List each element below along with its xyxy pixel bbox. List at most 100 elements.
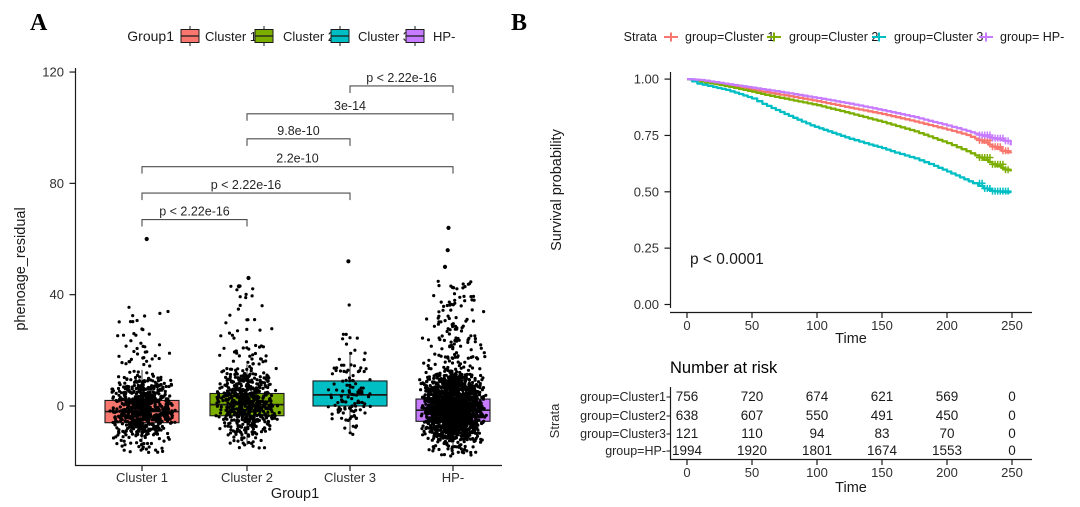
legend-item-label: Cluster 1 bbox=[205, 29, 257, 44]
x-tick-label: 0 bbox=[683, 465, 690, 480]
outlier-point bbox=[144, 236, 149, 242]
risk-table-x-ticks: 0 50 100 150 200 250 bbox=[683, 459, 1023, 480]
risk-count: 94 bbox=[809, 426, 825, 441]
x-tick-label: 250 bbox=[1001, 465, 1023, 480]
y-tick-label: 0.25 bbox=[634, 241, 659, 256]
legend-item-label: Cluster 3 bbox=[358, 29, 410, 44]
x-tick-label: 200 bbox=[936, 465, 958, 480]
panel-b-y-ticks: 0.00 0.25 0.50 0.75 1.00 bbox=[634, 72, 671, 312]
significance-bracket: p < 2.22e-16 bbox=[141, 178, 351, 201]
legend-item-group-cluster-1: group=Cluster 1 bbox=[664, 30, 774, 44]
x-tick-label: 250 bbox=[1001, 318, 1023, 333]
risk-count: 638 bbox=[676, 408, 699, 423]
risk-count: 491 bbox=[871, 408, 894, 423]
risk-count: 550 bbox=[806, 408, 829, 423]
risk-count: 1920 bbox=[737, 443, 767, 458]
risk-count: 121 bbox=[676, 426, 699, 441]
legend-item-label: group=Cluster 2 bbox=[789, 30, 878, 44]
risk-row-label: group=Cluster2 bbox=[580, 409, 666, 423]
censor-marks bbox=[976, 131, 1012, 145]
panel-a: A Group1 Cluster 1 Cluster 2 Cluster 3 HP- … bbox=[13, 10, 502, 502]
panel-a-jitter-points bbox=[108, 225, 488, 458]
significance-bracket: 9.8e-10 bbox=[246, 124, 351, 146]
bracket-line bbox=[246, 138, 351, 146]
risk-table-row: group=Cluster1 756 720 674 621 569 0 bbox=[580, 389, 1016, 404]
legend-item-label: group=Cluster 3 bbox=[894, 30, 983, 44]
legend-item-label: group=Cluster 1 bbox=[685, 30, 774, 44]
risk-count: 674 bbox=[806, 389, 829, 404]
censor-marks bbox=[976, 179, 1012, 195]
outlier-point bbox=[246, 275, 251, 281]
legend-item-group-cluster-2: group=Cluster 2 bbox=[767, 30, 878, 44]
legend-item-label: Cluster 2 bbox=[283, 29, 335, 44]
x-tick-label: Cluster 2 bbox=[221, 470, 273, 485]
censor-marks bbox=[976, 136, 1012, 155]
legend-item-group-cluster-3: group=Cluster 3 bbox=[872, 30, 983, 44]
x-tick-label: 50 bbox=[745, 465, 759, 480]
panel-b-censor-marks bbox=[976, 131, 1012, 195]
panel-a-x-axis-title: Group1 bbox=[271, 486, 319, 502]
risk-table-title: Number at risk bbox=[670, 359, 778, 377]
risk-count: 0 bbox=[1008, 408, 1016, 423]
outlier-point bbox=[445, 248, 450, 253]
legend-item-cluster-2: Cluster 2 bbox=[254, 26, 335, 46]
risk-count: 1994 bbox=[672, 443, 703, 458]
jitter-cloud-cluster-2 bbox=[214, 275, 281, 450]
significance-label: p < 2.22e-16 bbox=[159, 205, 230, 219]
panel-b-legend-title: Strata bbox=[624, 30, 657, 44]
risk-count: 720 bbox=[741, 389, 764, 404]
outlier-point bbox=[442, 264, 448, 269]
panel-b-survival-curves bbox=[687, 77, 1012, 194]
legend-item-cluster-3: Cluster 3 bbox=[330, 26, 410, 46]
risk-table-row: group=HP- 1994 1920 1801 1674 1553 0 bbox=[605, 443, 1016, 458]
panel-b-label: B bbox=[511, 10, 527, 36]
bracket-line bbox=[349, 85, 454, 93]
risk-count: 0 bbox=[1008, 443, 1016, 458]
censor-marks bbox=[976, 154, 1012, 174]
panel-a-label: A bbox=[30, 10, 48, 36]
jitter-cloud-cluster-1 bbox=[108, 236, 177, 454]
panel-b-pvalue: p < 0.0001 bbox=[690, 251, 764, 268]
x-tick-label: 100 bbox=[806, 465, 828, 480]
bracket-line bbox=[246, 113, 454, 121]
significance-bracket: 2.2e-10 bbox=[141, 152, 454, 174]
x-tick-label: 150 bbox=[871, 465, 893, 480]
risk-count: 607 bbox=[741, 408, 764, 423]
bracket-line bbox=[141, 166, 454, 174]
y-tick-label: 1.00 bbox=[634, 72, 659, 87]
jitter-cloud-cluster-3 bbox=[326, 259, 372, 436]
significance-bracket: p < 2.22e-16 bbox=[349, 71, 454, 93]
outlier-point bbox=[446, 225, 451, 230]
outlier-point bbox=[346, 259, 351, 264]
risk-row-label: group=Cluster3 bbox=[580, 427, 666, 441]
survival-curve-group-hp- bbox=[687, 77, 1012, 146]
legend-item-group-hp-: group= HP- bbox=[979, 30, 1064, 44]
x-tick-label: 200 bbox=[936, 318, 958, 333]
panel-a-legend: Cluster 1 Cluster 2 Cluster 3 HP- bbox=[180, 26, 455, 46]
survival-curve-group-cluster-3 bbox=[687, 77, 1012, 194]
risk-count: 0 bbox=[1008, 389, 1016, 404]
panel-a-x-ticks: Cluster 1 Cluster 2 Cluster 3 HP- bbox=[116, 465, 464, 485]
risk-table-rows: group=Cluster1 756 720 674 621 569 0group=Clus… bbox=[580, 389, 1016, 458]
significance-label: 2.2e-10 bbox=[276, 152, 318, 166]
y-tick-label: 0.50 bbox=[634, 184, 659, 199]
x-tick-label: 100 bbox=[806, 318, 828, 333]
risk-table: Number at risk Strata group=Cluster1 756 7… bbox=[547, 359, 1032, 496]
risk-count: 1801 bbox=[802, 443, 832, 458]
panel-b-x-ticks: 0 50 100 150 200 250 bbox=[683, 312, 1023, 333]
y-tick-label: 40 bbox=[50, 287, 64, 302]
x-tick-label: Cluster 3 bbox=[324, 470, 376, 485]
significance-label: p < 2.22e-16 bbox=[211, 178, 282, 192]
risk-count: 569 bbox=[936, 389, 959, 404]
y-tick-label: 0.00 bbox=[634, 297, 659, 312]
x-tick-label: 150 bbox=[871, 318, 893, 333]
x-tick-label: HP- bbox=[442, 470, 464, 485]
risk-row-label: group=Cluster1 bbox=[580, 390, 666, 404]
panel-b-y-axis-title: Survival probability bbox=[549, 128, 565, 250]
x-tick-label: 0 bbox=[683, 318, 690, 333]
y-tick-label: 80 bbox=[50, 176, 64, 191]
risk-count: 450 bbox=[936, 408, 959, 423]
